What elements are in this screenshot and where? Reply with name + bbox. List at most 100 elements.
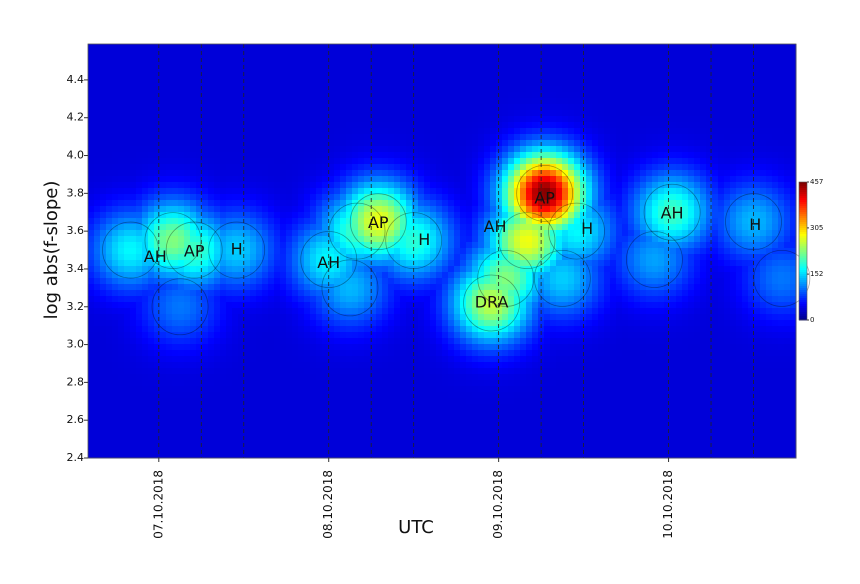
density-cell (478, 110, 485, 117)
density-cell (460, 260, 467, 267)
density-cell (448, 74, 455, 81)
density-cell (244, 128, 251, 135)
density-cell (142, 176, 149, 183)
density-cell (274, 44, 281, 51)
density-cell (622, 122, 629, 129)
density-cell (340, 212, 347, 219)
density-cell (88, 44, 95, 51)
density-cell (460, 92, 467, 99)
density-cell (370, 272, 377, 279)
density-cell (778, 134, 785, 141)
density-cell (118, 230, 125, 237)
density-cell (316, 68, 323, 75)
density-cell (646, 158, 653, 165)
density-cell (634, 230, 641, 237)
density-cell (238, 110, 245, 117)
density-cell (352, 266, 359, 273)
density-cell (688, 80, 695, 87)
density-cell (418, 272, 425, 279)
density-cell (634, 128, 641, 135)
density-cell (172, 74, 179, 81)
density-cell (226, 110, 233, 117)
density-cell (184, 152, 191, 159)
density-cell (592, 260, 599, 267)
density-cell (532, 80, 539, 87)
density-cell (718, 110, 725, 117)
density-cell (544, 104, 551, 111)
density-cell (478, 62, 485, 69)
density-cell (640, 278, 647, 285)
density-cell (706, 164, 713, 171)
density-cell (484, 104, 491, 111)
density-cell (130, 176, 137, 183)
density-cell (748, 218, 755, 225)
density-cell (544, 284, 551, 291)
density-cell (628, 194, 635, 201)
density-cell (514, 230, 521, 237)
density-cell (736, 128, 743, 135)
density-cell (496, 254, 503, 261)
density-cell (604, 254, 611, 261)
density-cell (346, 44, 353, 51)
density-cell (88, 68, 95, 75)
density-cell (220, 74, 227, 81)
density-cell (154, 56, 161, 63)
density-cell (316, 122, 323, 129)
density-cell (628, 224, 635, 231)
density-cell (646, 188, 653, 195)
density-cell (166, 188, 173, 195)
density-cell (508, 254, 515, 261)
density-cell (646, 62, 653, 69)
density-cell (202, 44, 209, 51)
density-cell (634, 182, 641, 189)
density-cell (706, 170, 713, 177)
density-cell (358, 98, 365, 105)
density-cell (310, 236, 317, 243)
density-cell (148, 296, 155, 303)
density-cell (130, 272, 137, 279)
density-cell (658, 272, 665, 279)
density-cell (706, 116, 713, 123)
density-cell (688, 116, 695, 123)
density-cell (340, 182, 347, 189)
density-cell (736, 206, 743, 213)
density-cell (142, 242, 149, 249)
density-cell (718, 164, 725, 171)
density-cell (214, 146, 221, 153)
density-cell (532, 176, 539, 183)
density-cell (232, 206, 239, 213)
density-cell (790, 68, 797, 75)
density-cell (592, 92, 599, 99)
density-cell (394, 182, 401, 189)
density-cell (328, 74, 335, 81)
density-cell (664, 80, 671, 87)
density-cell (544, 194, 551, 201)
density-cell (328, 260, 335, 267)
density-cell (196, 134, 203, 141)
density-cell (136, 218, 143, 225)
density-cell (232, 224, 239, 231)
density-cell (142, 146, 149, 153)
density-cell (166, 146, 173, 153)
density-cell (142, 68, 149, 75)
density-cell (544, 128, 551, 135)
density-cell (112, 98, 119, 105)
density-cell (340, 98, 347, 105)
density-cell (772, 290, 779, 297)
density-cell (226, 98, 233, 105)
density-cell (652, 248, 659, 255)
density-cell (520, 266, 527, 273)
density-cell (382, 248, 389, 255)
density-cell (214, 104, 221, 111)
density-cell (184, 56, 191, 63)
density-cell (700, 140, 707, 147)
density-cell (490, 68, 497, 75)
density-cell (640, 56, 647, 63)
density-cell (100, 206, 107, 213)
density-cell (130, 242, 137, 249)
density-cell (640, 176, 647, 183)
density-cell (454, 44, 461, 51)
density-cell (322, 266, 329, 273)
density-cell (646, 266, 653, 273)
density-cell (406, 266, 413, 273)
